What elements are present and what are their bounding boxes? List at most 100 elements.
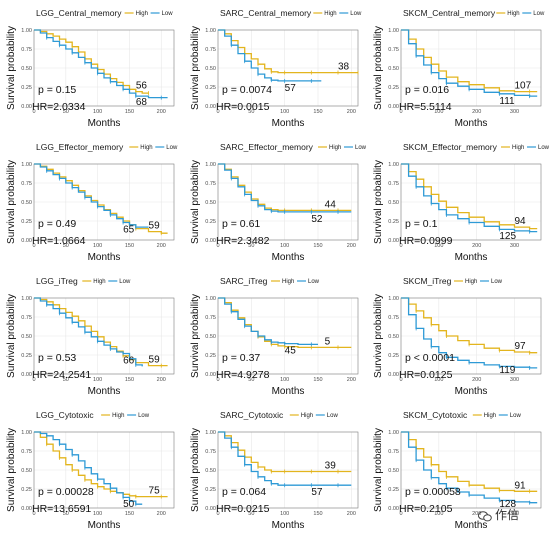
km-panel: SARC_iTreg High Low 0.00 0.25 0.50 0.75 1.00 0 50…	[190, 276, 359, 397]
km-panel: SKCM_Effector_memory High Low 0.00 0.25 0.50 0…	[373, 142, 550, 263]
x-axis-label: Months	[88, 252, 121, 263]
y-tick-label: 0.25	[388, 353, 399, 359]
x-tick-label: 0	[32, 109, 35, 115]
panel-title: SKCM_iTreg	[403, 276, 452, 286]
legend-label-low: Low	[162, 11, 174, 17]
hazard-ratio: HR=2.0334	[32, 101, 86, 113]
y-axis-label: Survival probability	[190, 294, 201, 378]
y-tick-label: 1.00	[205, 28, 216, 34]
x-tick-label: 150	[313, 511, 322, 517]
legend-label-low: Low	[355, 145, 367, 151]
legend-label-high: High	[512, 145, 524, 151]
count-high: 56	[136, 81, 148, 92]
x-tick-label: 100	[434, 243, 443, 249]
plot-frame	[33, 297, 175, 375]
y-tick-label: 0.00	[388, 104, 399, 110]
y-tick-label: 0.50	[388, 468, 399, 474]
legend-label-high: High	[507, 11, 519, 17]
km-curve-high	[34, 431, 168, 498]
y-tick-label: 0.00	[21, 372, 32, 378]
km-panel: SARC_Cytotoxic High Low 0.00 0.25 0.50 0.75 1.0…	[190, 410, 359, 531]
x-tick-label: 100	[434, 109, 443, 115]
count-low: 128	[499, 499, 516, 510]
x-tick-label: 200	[347, 109, 356, 115]
p-value: p = 0.1	[405, 218, 438, 230]
hazard-ratio: HR=0.0999	[399, 235, 453, 247]
km-panel: SARC_Central_memory High Low 0.00 0.25 0.50 0.…	[190, 8, 362, 129]
count-high: 91	[515, 480, 527, 491]
hazard-ratio: HR=24.2541	[32, 369, 91, 381]
x-tick-label: 0	[32, 377, 35, 383]
hazard-ratio: HR=1.0664	[32, 235, 86, 247]
y-axis-label: Survival probability	[6, 160, 17, 244]
x-tick-label: 150	[125, 109, 134, 115]
y-tick-label: 0.50	[21, 334, 32, 340]
km-curve-high	[34, 29, 149, 94]
p-value: p = 0.00058	[405, 486, 461, 498]
legend-label-low: Low	[350, 11, 362, 17]
x-tick-label: 150	[313, 243, 322, 249]
y-tick-label: 0.75	[205, 315, 216, 321]
x-tick-label: 100	[93, 511, 102, 517]
x-tick-label: 150	[125, 511, 134, 517]
km-curve-low	[218, 29, 322, 82]
legend-label-low: Low	[533, 11, 545, 17]
km-curve-high	[401, 297, 538, 354]
y-axis-label: Survival probability	[373, 428, 384, 512]
legend-label-low: Low	[538, 145, 550, 151]
x-tick-label: 100	[434, 511, 443, 517]
count-high: 107	[515, 81, 532, 92]
y-tick-label: 0.25	[205, 85, 216, 91]
count-high: 97	[515, 341, 527, 352]
count-low: 111	[499, 96, 515, 107]
hazard-ratio: HR=0.0015	[216, 101, 270, 113]
x-axis-label: Months	[455, 520, 488, 531]
wechat-icon	[477, 509, 492, 522]
plot-frame	[217, 163, 359, 241]
x-tick-label: 200	[472, 243, 481, 249]
km-panel: LGG_Cytotoxic High Low 0.00 0.25 0.50 0.75 1.00…	[6, 410, 175, 531]
x-axis-label: Months	[272, 252, 305, 263]
y-tick-label: 0.00	[21, 506, 32, 512]
km-curve-low	[34, 29, 168, 99]
count-high: 44	[325, 199, 337, 210]
x-tick-label: 200	[157, 377, 166, 383]
y-axis-label: Survival probability	[190, 26, 201, 110]
y-tick-label: 0.25	[21, 487, 32, 493]
x-axis-label: Months	[272, 118, 305, 129]
x-tick-label: 150	[125, 377, 134, 383]
panel-title: SARC_Central_memory	[220, 8, 312, 18]
watermark: 作信	[477, 506, 520, 523]
x-tick-label: 100	[280, 377, 289, 383]
y-tick-label: 0.75	[388, 449, 399, 455]
x-tick-label: 100	[434, 377, 443, 383]
watermark-text: 作信	[495, 508, 520, 522]
y-tick-label: 1.00	[21, 296, 32, 302]
km-panel: SKCM_Cytotoxic High Low 0.00 0.25 0.50 0.75 1.0…	[373, 410, 542, 531]
x-tick-label: 200	[347, 243, 356, 249]
count-high: 39	[325, 461, 337, 472]
km-curve-low	[218, 297, 318, 346]
panel-title: LGG_iTreg	[36, 276, 78, 286]
y-axis-label: Survival probability	[6, 428, 17, 512]
x-tick-label: 200	[347, 511, 356, 517]
y-tick-label: 0.75	[205, 47, 216, 53]
km-panel: LGG_iTreg High Low 0.00 0.25 0.50 0.75 1.00 0 50 1…	[6, 276, 175, 397]
count-high: 75	[149, 486, 161, 497]
y-tick-label: 0.25	[21, 219, 32, 225]
hazard-ratio: HR=0.0215	[216, 503, 270, 515]
count-low: 57	[311, 487, 323, 498]
km-curve-low	[34, 431, 143, 505]
y-tick-label: 1.00	[21, 28, 32, 34]
plot-frame	[400, 163, 542, 241]
x-tick-label: 200	[472, 511, 481, 517]
panel-title: SARC_iTreg	[220, 276, 268, 286]
y-tick-label: 0.00	[388, 372, 399, 378]
count-high: 5	[325, 336, 331, 347]
y-tick-label: 1.00	[21, 162, 32, 168]
y-tick-label: 0.75	[21, 181, 32, 187]
count-low: 125	[499, 231, 516, 242]
x-tick-label: 0	[399, 243, 402, 249]
legend-label-low: Low	[138, 413, 150, 419]
y-tick-label: 0.00	[388, 238, 399, 244]
